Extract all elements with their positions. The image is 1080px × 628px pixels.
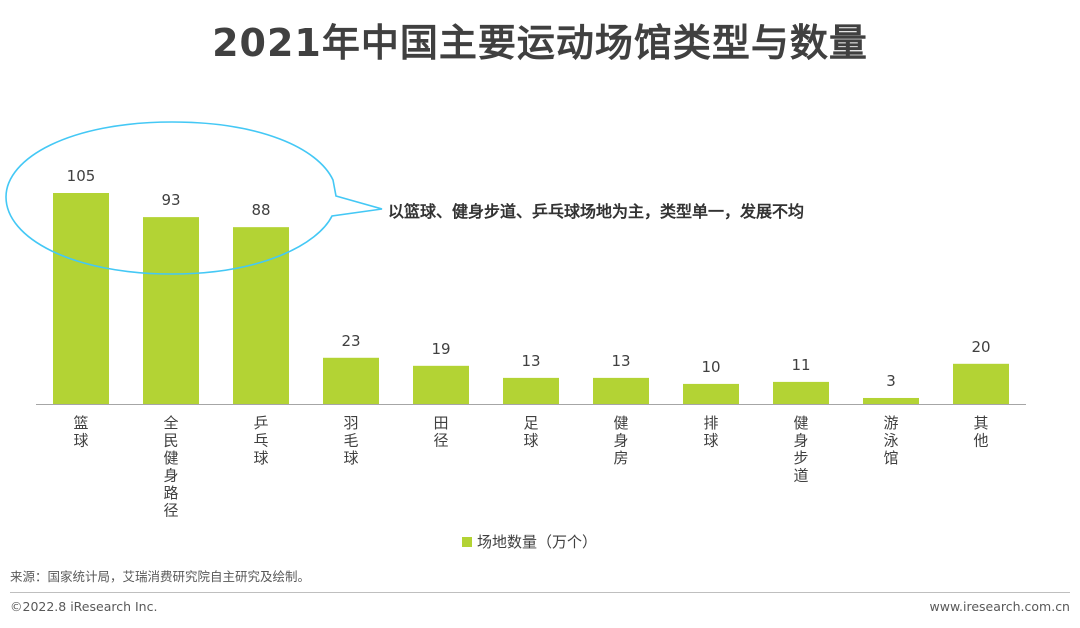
bar: [863, 397, 919, 404]
bar: [413, 365, 469, 404]
bar: [773, 381, 829, 404]
data-label: 13: [611, 352, 630, 370]
legend: 场地数量（万个）: [462, 533, 597, 551]
category-label: 羽毛球: [343, 414, 358, 467]
labels-layer: 105 篮球 93 全民健身路径 88 乒乓球 23 羽毛球 19 田径 13 足球 13 健身房 10 排球…: [67, 167, 991, 520]
bar: [323, 357, 379, 404]
data-label: 13: [521, 352, 540, 370]
annotation-text: 以篮球、健身步道、乒乓球场地为主，类型单一，发展不均: [388, 202, 804, 221]
category-label: 足球: [523, 414, 538, 450]
category-label: 排球: [703, 414, 718, 450]
bar: [503, 377, 559, 404]
website-link[interactable]: www.iresearch.com.cn: [929, 599, 1071, 614]
bar-chart: 105 篮球 93 全民健身路径 88 乒乓球 23 羽毛球 19 田径 13 足球 13 健身房 10 排球…: [5, 121, 1026, 551]
page-title: 2021年中国主要运动场馆类型与数量: [212, 21, 868, 65]
data-label: 105: [67, 167, 96, 185]
bar: [953, 363, 1009, 404]
data-label: 10: [701, 358, 720, 376]
category-label: 游泳馆: [883, 414, 898, 467]
bars-layer: [53, 193, 1009, 404]
callout: 以篮球、健身步道、乒乓球场地为主，类型单一，发展不均: [5, 121, 804, 275]
category-label: 其他: [973, 414, 988, 450]
legend-swatch: [462, 537, 472, 547]
category-label: 田径: [433, 414, 448, 450]
data-label: 93: [161, 191, 180, 209]
legend-label: 场地数量（万个）: [477, 533, 597, 551]
category-label: 篮球: [73, 414, 88, 450]
bar: [683, 383, 739, 404]
copyright: ©2022.8 iResearch Inc.: [10, 599, 158, 614]
bar: [233, 227, 289, 404]
data-label: 3: [886, 372, 896, 390]
category-label: 全民健身路径: [163, 414, 178, 520]
data-label: 19: [431, 340, 450, 358]
data-label: 88: [251, 201, 270, 219]
data-label: 23: [341, 332, 360, 350]
bar: [593, 377, 649, 404]
bar: [53, 193, 109, 404]
data-label: 11: [791, 356, 810, 374]
footer-divider: [10, 592, 1070, 593]
data-label: 20: [971, 338, 990, 356]
callout-bubble: [5, 121, 383, 275]
bar: [143, 217, 199, 404]
source-note: 来源：国家统计局，艾瑞消费研究院自主研究及绘制。: [10, 569, 311, 584]
category-label: 乒乓球: [253, 414, 268, 467]
category-label: 健身房: [613, 414, 628, 467]
category-label: 健身步道: [793, 414, 808, 485]
